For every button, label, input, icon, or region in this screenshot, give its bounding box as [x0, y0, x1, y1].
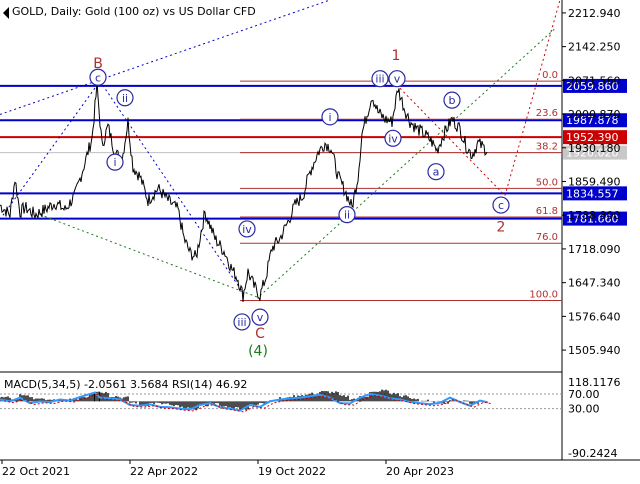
wave-label: v — [394, 73, 401, 86]
level-value: 1781.660 — [566, 213, 619, 226]
wave-circle — [233, 313, 251, 331]
signal-line — [3, 393, 493, 413]
price-line — [0, 80, 488, 303]
wave-label: iv — [388, 132, 398, 145]
y-tick-label: 1647.340 — [568, 277, 621, 290]
projection-line — [504, 0, 561, 196]
wave-circle — [89, 68, 107, 86]
level-tag — [563, 78, 627, 93]
wave-label: i — [113, 156, 116, 169]
level-tag — [563, 130, 627, 145]
wave-circle — [321, 108, 339, 126]
wave-circle — [492, 196, 510, 214]
time-axis: 22 Oct 2021 22 Apr 2022 19 Oct 2022 20 Apr … — [1, 460, 454, 478]
y-tick-label: 1930.180 — [568, 142, 621, 155]
fib-label: 50.0 — [536, 177, 558, 188]
projection-line — [39, 214, 261, 299]
wave-circle — [116, 89, 134, 107]
wave-circle — [371, 70, 389, 88]
y-tick-label: 1859.490 — [568, 175, 621, 188]
wave-label: iv — [242, 223, 252, 236]
y-tick-label: 2000.870 — [568, 108, 621, 121]
wave-label: 2 — [497, 220, 506, 236]
level-value: 1987.878 — [566, 114, 619, 127]
wave-circle — [388, 70, 406, 88]
y-tick-label: 1505.940 — [568, 344, 621, 357]
wave-label: c — [498, 199, 504, 212]
wave-label: C — [255, 326, 265, 342]
y-tick-label: 2071.560 — [568, 74, 621, 87]
wave-circle — [443, 91, 461, 109]
y-tick-label: 2212.940 — [568, 7, 621, 20]
x-tick-label: 22 Oct 2021 — [2, 465, 70, 478]
indicator-tick-label: 30.00 — [568, 403, 600, 416]
wave-label: 1 — [392, 48, 401, 64]
level-tag — [563, 186, 627, 201]
y-tick-label: 2142.250 — [568, 41, 621, 54]
wave-label: B — [93, 56, 103, 72]
indicator-tick-label: 70.00 — [568, 388, 600, 401]
level-tag — [563, 145, 627, 160]
wave-circle — [338, 206, 356, 224]
x-tick-label: 19 Oct 2022 — [258, 465, 326, 478]
collapse-triangle-icon[interactable] — [3, 7, 9, 19]
wave-label: ii — [344, 209, 350, 222]
price-series — [0, 80, 488, 303]
wave-label: c — [95, 71, 101, 84]
level-value: 2059.860 — [566, 80, 619, 93]
indicator-label: MACD(5,34,5) -2.0561 3.5684 RSI(14) 46.9… — [4, 378, 247, 391]
level-tag — [563, 211, 627, 226]
fib-label: 76.0 — [536, 232, 558, 243]
y-tick-label: 1576.640 — [568, 310, 621, 323]
wave-circle — [106, 153, 124, 171]
y-tick-label: 1788.800 — [568, 209, 621, 222]
horizontal-levels: 2059.860 1987.878 1952.390 1920.020 1834.557… — [0, 78, 627, 226]
wave-circle — [427, 163, 445, 181]
wave-circle — [384, 129, 402, 147]
indicator-tick-label: 118.1176 — [568, 376, 621, 389]
projection-line — [0, 0, 331, 115]
fib-label: 23.6 — [536, 108, 558, 119]
level-value: 1834.557 — [566, 187, 619, 200]
projection-line — [99, 80, 246, 296]
fib-label: 38.2 — [536, 142, 558, 153]
level-value: 1952.390 — [566, 131, 619, 144]
wave-label: b — [449, 94, 456, 107]
projection-line — [0, 80, 101, 220]
fib-label: 0.0 — [542, 70, 558, 81]
price-axis: 2212.940 2142.250 2071.560 2000.870 1930.180… — [562, 7, 621, 357]
projection-line — [259, 28, 556, 297]
indicator-tick-label: -90.2424 — [568, 447, 617, 460]
wave-label: a — [433, 166, 440, 179]
level-value: 1920.020 — [566, 147, 619, 160]
wave-label: (4) — [248, 344, 268, 360]
y-tick-label: 1718.090 — [568, 243, 621, 256]
wave-circle — [251, 308, 269, 326]
projection-line — [399, 87, 506, 196]
wave-label: ii — [122, 92, 128, 105]
x-tick-label: 22 Apr 2022 — [130, 465, 198, 478]
fib-label: 61.8 — [536, 206, 558, 217]
wave-label: iii — [375, 73, 384, 86]
wave-label: v — [257, 311, 264, 324]
x-tick-label: 20 Apr 2023 — [386, 465, 454, 478]
wave-label: iii — [237, 316, 246, 329]
projection-lines — [0, 0, 561, 299]
chart-title: GOLD, Daily: Gold (100 oz) vs US Dollar … — [12, 5, 256, 18]
level-tag — [563, 113, 627, 128]
wave-label: i — [328, 111, 331, 124]
fib-label: 100.0 — [529, 289, 558, 300]
wave-circle — [238, 220, 256, 238]
